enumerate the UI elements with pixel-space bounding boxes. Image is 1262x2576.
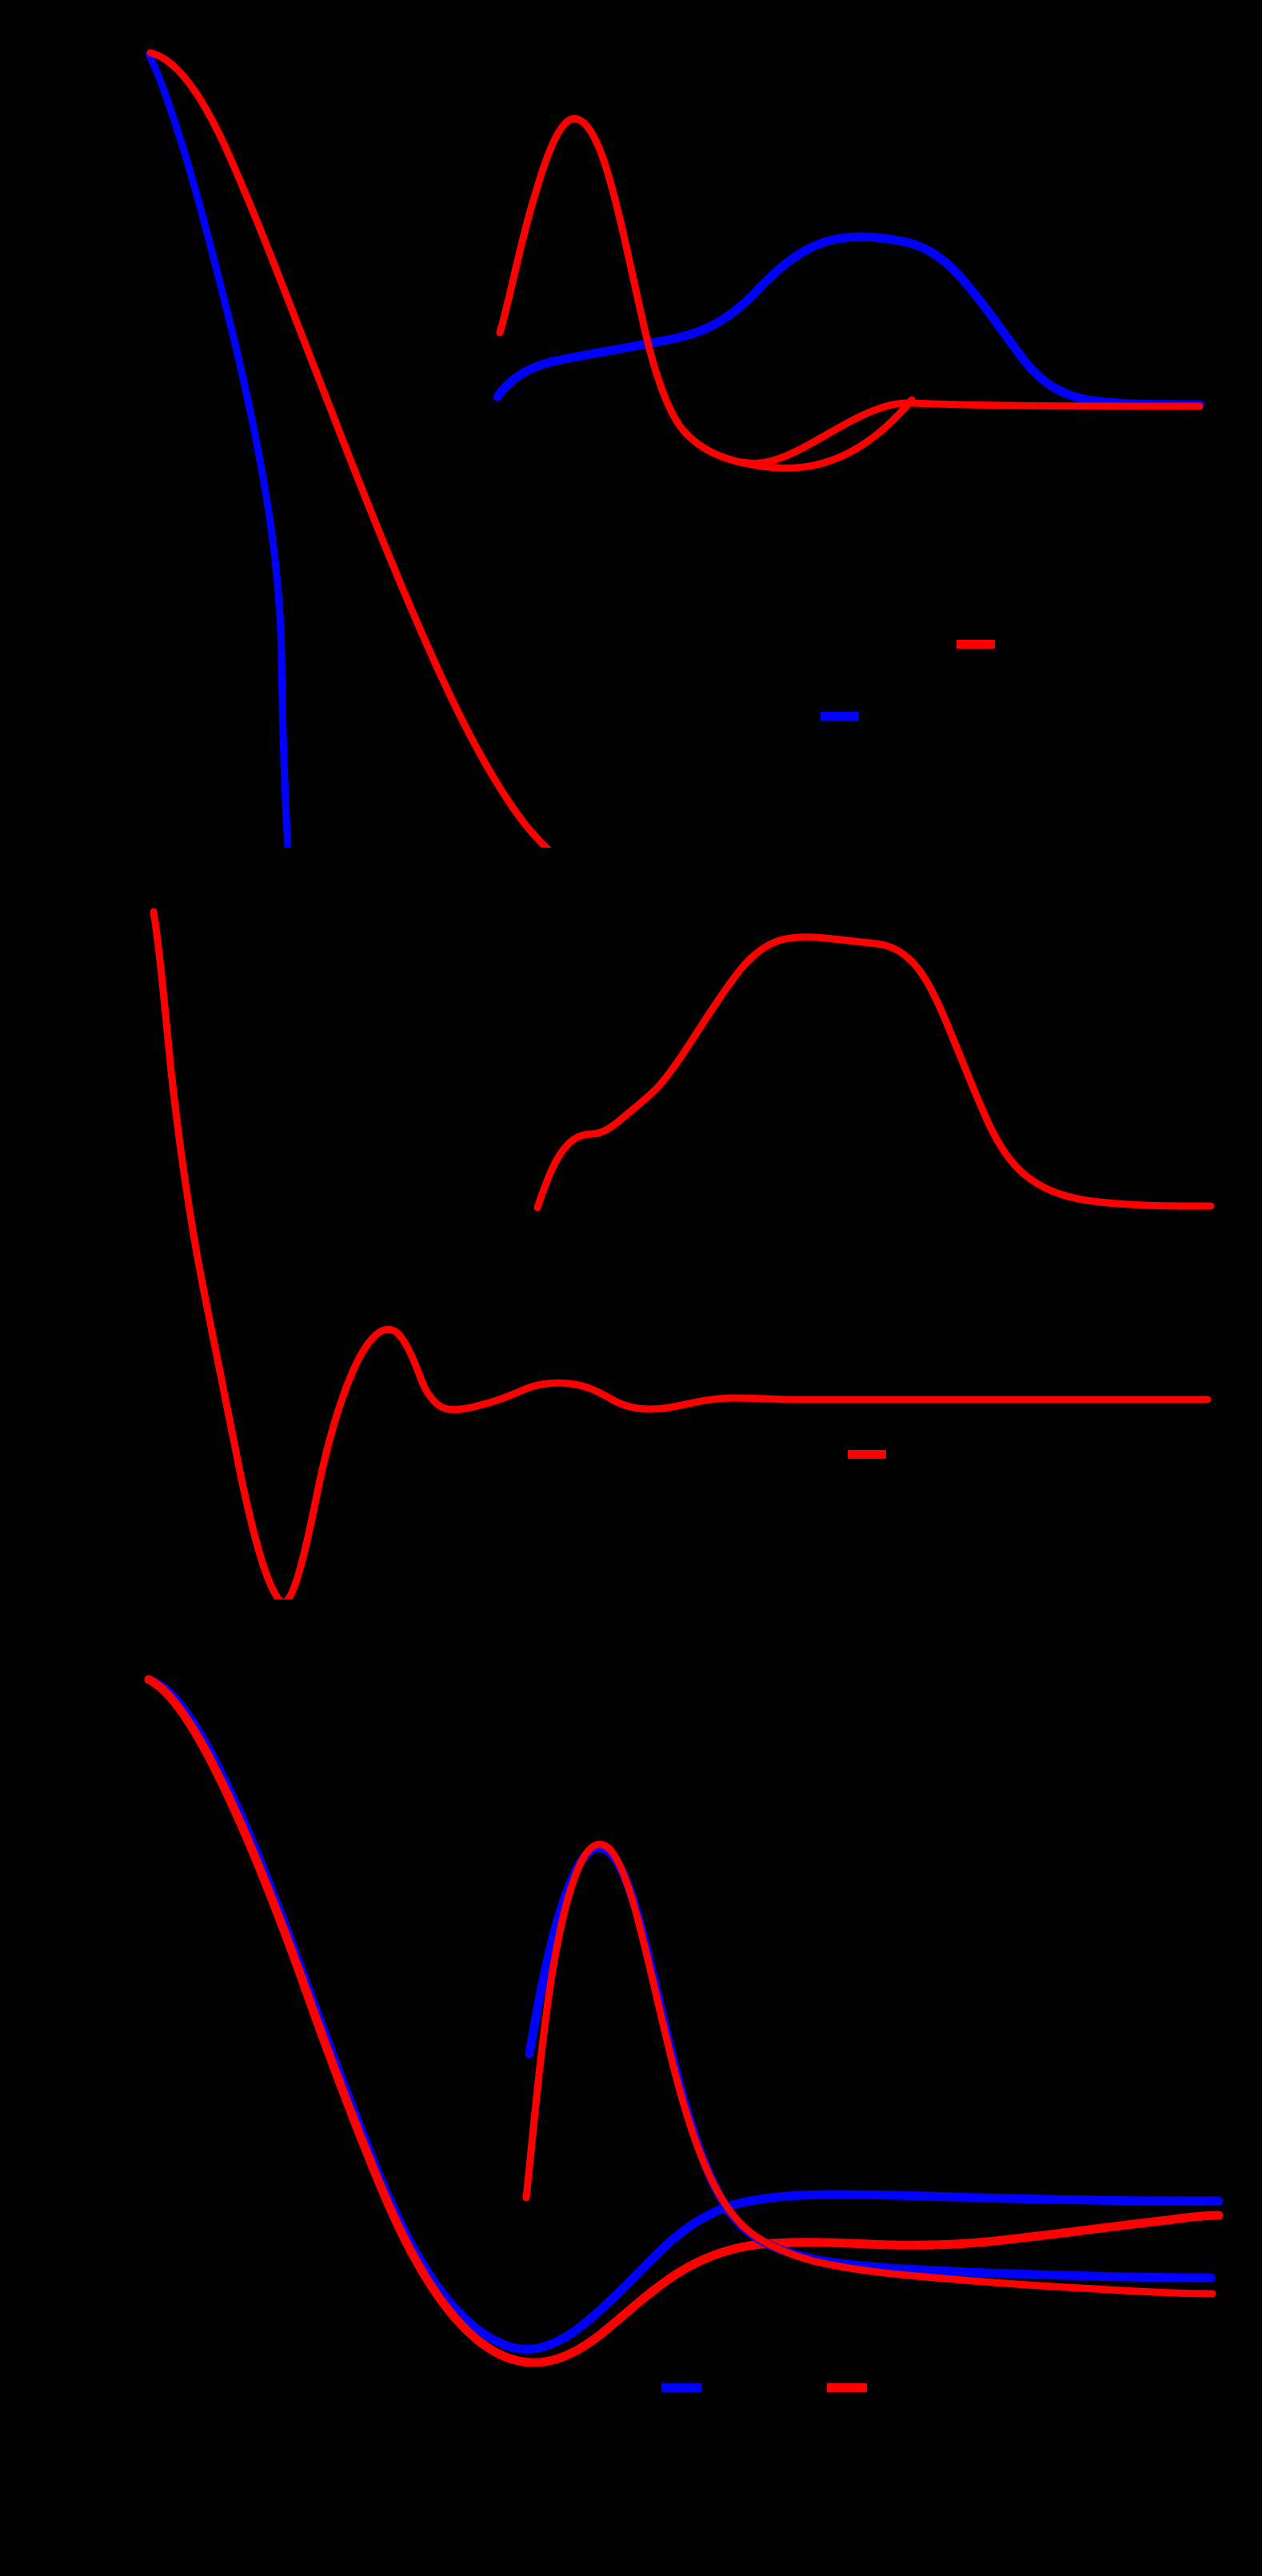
curve-panel-top-main-red [146,49,552,848]
curve-panel-top-inset-red-tail [740,399,1204,467]
legend-swatch-panel-bottom-red [827,2383,867,2392]
panel-middle [0,848,1262,1600]
curve-panel-bottom-inset-blue [525,1843,1216,2282]
legend-swatch-panel-top-blue [821,712,859,721]
panel-top [0,0,1262,848]
curve-panel-middle-inset-red [533,933,1215,1212]
curve-panel-bottom-inset-red [522,1840,1216,2298]
legend-swatch-panel-middle-red [848,1450,886,1459]
curve-panel-top-inset-blue [493,232,1204,409]
panel-bottom-plot [144,1675,1224,2367]
panel-bottom [0,1600,1262,2576]
legend-swatch-panel-top-red [956,640,995,649]
curve-panel-bottom-main-red [144,1675,1224,2367]
panel-top-plot [145,49,1204,848]
legend-swatch-panel-bottom-blue [661,2383,701,2392]
panel-middle-plot [150,908,1215,1600]
curve-panel-top-inset-red [496,115,916,472]
curve-panel-top-main-blue [145,50,292,848]
curve-panel-middle-main-red [150,908,1212,1600]
